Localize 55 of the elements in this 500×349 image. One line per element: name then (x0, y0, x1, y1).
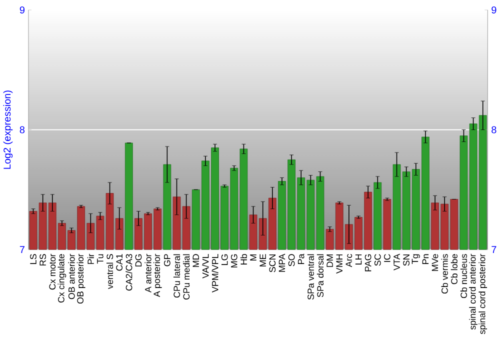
x-tick-label: spinal cord posterior (478, 254, 488, 334)
x-tick-label: MVe (432, 254, 438, 271)
x-tick-label: MD (192, 254, 199, 267)
x-tick-label: Pa (298, 254, 304, 264)
x-tick-label: ME (260, 254, 266, 266)
x-tick-label: Cx cingulate (58, 254, 66, 302)
y2-tick-label: 7 (492, 246, 496, 253)
x-tick-label: M (250, 254, 256, 260)
x-tick-label: Tg (412, 254, 420, 264)
x-tick-label: Arc (346, 254, 352, 267)
x-tick-label: SO (288, 254, 295, 266)
y2-tick-label: 9 (492, 6, 496, 14)
y-tick-label: 7 (20, 246, 24, 253)
x-tick-label: OB posterior (76, 254, 86, 304)
x-tick-label: IC (384, 254, 390, 262)
x-tick-label: SC (374, 254, 381, 266)
x-tick-label: CPu medial (183, 254, 190, 300)
x-tick-label: Pir (87, 254, 94, 264)
y-axis-title: Log2 (expression) (3, 90, 13, 169)
x-tick-label: Cx motor (49, 254, 56, 290)
x-tick-label: Cb nucleus (460, 254, 468, 298)
x-tick-label: SCN (269, 254, 276, 272)
x-tick-label: CA2/CA3 (126, 254, 132, 290)
x-tick-label: VA/VL (202, 254, 209, 278)
x-tick-label: Cb lobe (450, 254, 458, 284)
x-tick-label: Hb (240, 254, 247, 264)
x-tick-label: SN (403, 254, 410, 266)
y2-tick-label: 8 (492, 126, 496, 134)
x-tick-label: LS (30, 254, 36, 264)
x-tick-label: DG (135, 254, 142, 266)
x-tick-label: MG (230, 254, 238, 268)
y-tick-label: 8 (20, 126, 25, 134)
x-tick-label: SPa ventral (307, 254, 314, 300)
x-tick-label: CA1 (116, 254, 123, 270)
y-tick-label: 9 (20, 6, 24, 14)
x-tick-label: CPu lateral (173, 254, 180, 298)
x-tick-label: A anterior (144, 254, 152, 292)
x-tick-label: VPM/VPL (212, 254, 218, 292)
x-tick-label: MPA (278, 254, 286, 272)
x-tick-label: RS (40, 254, 46, 266)
x-tick-label: spinal cord anterior (469, 254, 478, 330)
x-tick-label: VTA (394, 254, 400, 270)
x-tick-label: SPa dorsal (316, 254, 324, 297)
x-tick-label: ventral S (106, 254, 114, 289)
x-tick-label: LG (221, 254, 228, 265)
x-tick-label: VMH (336, 254, 342, 274)
x-tick-label: PAG (364, 254, 372, 272)
x-tick-label: LH (355, 254, 362, 264)
x-tick-label: Pn (422, 254, 429, 264)
x-tick-label: Tu (97, 254, 104, 264)
x-tick-label: OB anterior (68, 254, 75, 299)
x-tick-label: A posterior (153, 254, 162, 297)
x-tick-label: DM (326, 254, 333, 267)
x-tick-label: Cb vermis (441, 254, 448, 294)
x-tick-label: GP (164, 254, 170, 266)
